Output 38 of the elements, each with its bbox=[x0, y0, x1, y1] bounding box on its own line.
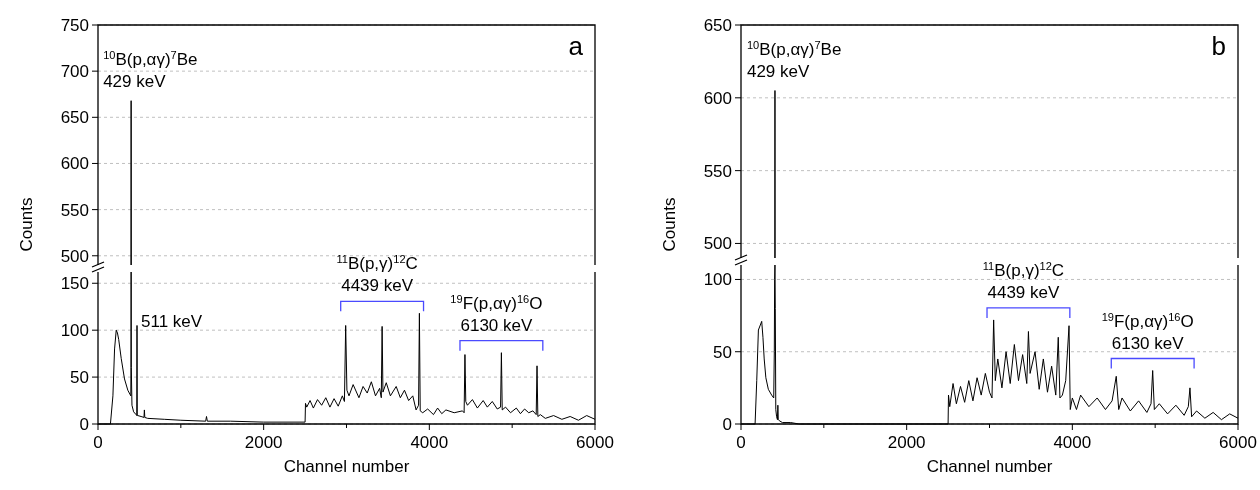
y-tick-label: 0 bbox=[722, 414, 732, 434]
y-tick-label: 500 bbox=[703, 234, 732, 254]
y-tick-label: 650 bbox=[60, 108, 89, 128]
y-tick-label: 50 bbox=[713, 342, 732, 362]
y-tick-label: 100 bbox=[703, 270, 732, 290]
annotation: $^{19}$F(p,αγ)$^{16}$O 6130 keV bbox=[450, 292, 543, 335]
x-tick-label: 0 bbox=[93, 433, 103, 452]
annotation: $^{11}$B(p,γ)$^{12}$C 4439 keV bbox=[982, 259, 1065, 302]
y-axis-title: Counts bbox=[660, 197, 679, 252]
annotation: $^{10}$B(p,αγ)$^{7}$Be 429 keV bbox=[103, 48, 198, 91]
x-tick-label: 6000 bbox=[1219, 433, 1257, 452]
chart-title: b bbox=[1211, 31, 1226, 61]
y-tick-label: 650 bbox=[703, 15, 732, 35]
x-tick-label: 6000 bbox=[576, 433, 614, 452]
annotation: $^{19}$F(p,αγ)$^{16}$O 6130 keV bbox=[1101, 310, 1194, 353]
x-axis-title: Channel number bbox=[283, 457, 410, 476]
y-tick-label: 50 bbox=[70, 368, 89, 388]
x-axis-title: Channel number bbox=[926, 457, 1053, 476]
annotation: 511 keV bbox=[141, 312, 203, 332]
annotation: $^{10}$B(p,αγ)$^{7}$Be 429 keV bbox=[746, 38, 842, 81]
y-tick-label: 0 bbox=[79, 414, 89, 434]
annotation: $^{11}$B(p,γ)$^{12}$C 4439 keV bbox=[336, 253, 418, 296]
x-tick-label: 0 bbox=[736, 433, 746, 452]
y-tick-label: 700 bbox=[60, 62, 89, 82]
y-tick-label: 750 bbox=[60, 15, 89, 35]
y-tick-label: 100 bbox=[60, 321, 89, 341]
y-tick-label: 600 bbox=[703, 88, 732, 108]
y-tick-label: 600 bbox=[60, 154, 89, 174]
y-tick-label: 150 bbox=[60, 274, 89, 294]
chart-title: a bbox=[568, 31, 584, 61]
y-tick-label: 550 bbox=[60, 200, 89, 220]
y-tick-label: 500 bbox=[60, 246, 89, 266]
y-axis-title: Counts bbox=[17, 197, 36, 252]
x-tick-label: 4000 bbox=[1053, 433, 1092, 452]
x-tick-label: 2000 bbox=[887, 433, 926, 452]
x-tick-label: 2000 bbox=[244, 433, 283, 452]
x-tick-label: 4000 bbox=[410, 433, 449, 452]
y-tick-label: 550 bbox=[703, 161, 732, 181]
